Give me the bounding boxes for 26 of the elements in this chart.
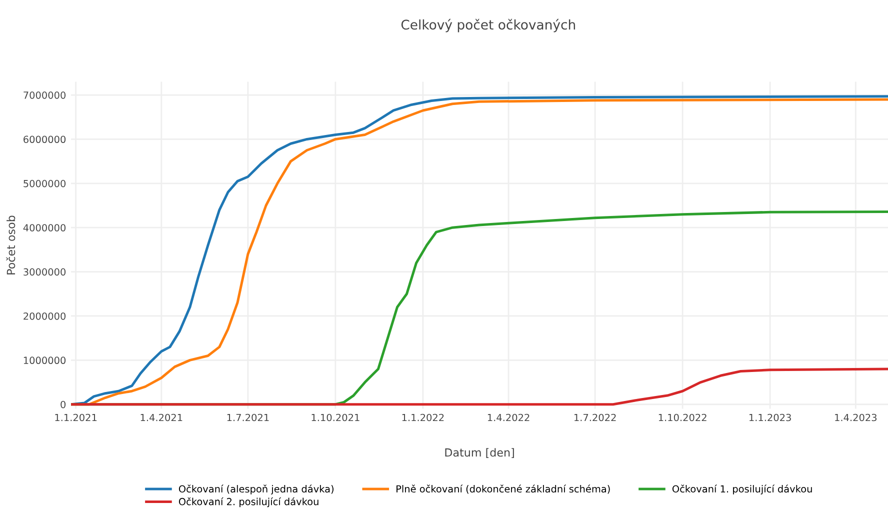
y-tick-label: 1000000 bbox=[24, 356, 66, 364]
y-tick-label: 6000000 bbox=[24, 136, 66, 144]
x-axis-title: Datum [den] bbox=[445, 448, 514, 458]
y-axis-title: Počet osob bbox=[6, 216, 16, 274]
x-tick-label: 1.4.2023 bbox=[835, 414, 877, 422]
x-tick-label: 1.10.2022 bbox=[658, 414, 706, 422]
legend-label: Očkovaní (alespoň jedna dávka) bbox=[178, 484, 334, 494]
x-tick-label: 1.4.2021 bbox=[140, 414, 182, 422]
x-tick-label: 1.1.2023 bbox=[749, 414, 791, 422]
x-tick-label: 1.4.2022 bbox=[488, 414, 530, 422]
legend-label: Plně očkovaní (dokončené základní schéma) bbox=[396, 484, 610, 494]
x-tick-label: 1.10.2021 bbox=[312, 414, 360, 422]
x-tick-label: 1.7.2021 bbox=[227, 414, 269, 422]
y-tick-label: 2000000 bbox=[24, 312, 66, 320]
y-tick-label: 5000000 bbox=[24, 180, 66, 188]
x-tick-label: 1.1.2022 bbox=[402, 414, 444, 422]
chart-title: Celkový počet očkovaných bbox=[401, 18, 576, 32]
y-tick-label: 0 bbox=[60, 400, 66, 408]
legend-label: Očkovaní 2. posilující dávkou bbox=[178, 497, 318, 508]
y-tick-label: 3000000 bbox=[24, 268, 66, 276]
y-tick-label: 7000000 bbox=[24, 91, 66, 99]
x-tick-label: 1.7.2022 bbox=[574, 414, 616, 422]
x-tick-label: 1.1.2021 bbox=[55, 414, 97, 422]
legend-label: Očkovaní 1. posilující dávkou bbox=[672, 484, 812, 494]
line-series bbox=[71, 368, 888, 406]
y-tick-label: 4000000 bbox=[23, 224, 66, 232]
